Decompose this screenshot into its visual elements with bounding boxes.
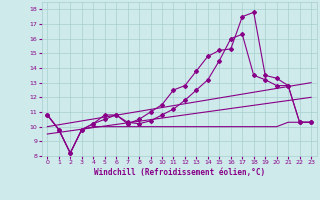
- X-axis label: Windchill (Refroidissement éolien,°C): Windchill (Refroidissement éolien,°C): [94, 168, 265, 177]
